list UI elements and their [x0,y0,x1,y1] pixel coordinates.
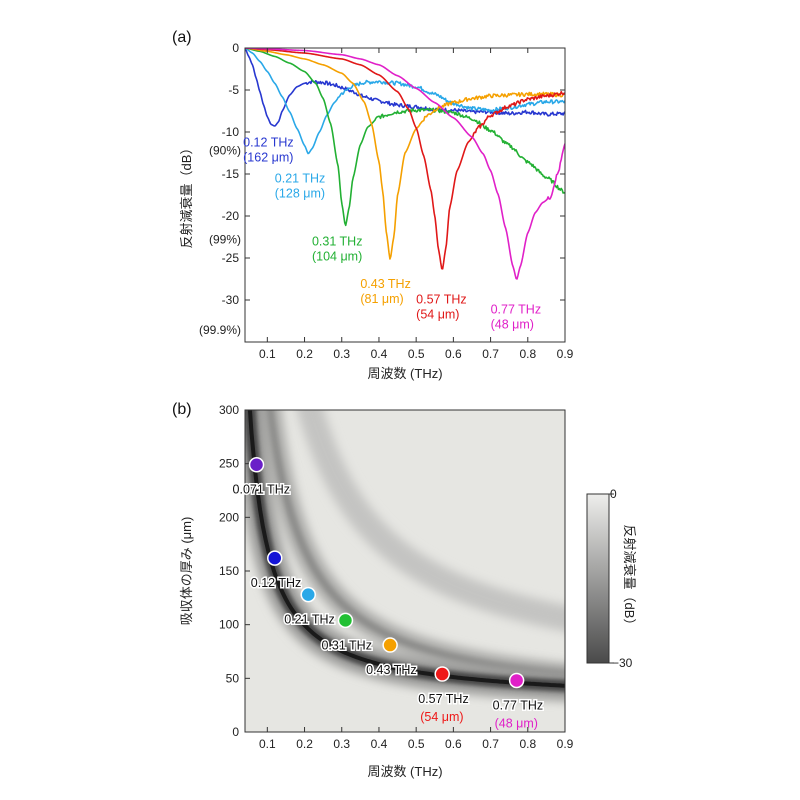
panel-b-y-tick-label: 200 [219,510,239,524]
colorbar-title: 反射減衰量（dB） [622,525,637,632]
panel-a-y-tick-label: -15 [222,167,240,181]
panel-a-label: (a) [172,29,192,46]
panel-a-x-tick-label: 0.1 [259,347,276,361]
resonance-marker [434,666,450,682]
panel-a-x-tick-label: 0.3 [333,347,350,361]
resonance-marker [248,456,265,473]
panel-a-y-tick-label: -5 [228,83,239,97]
panel-a-x-tick-label: 0.4 [371,347,388,361]
panel-b-x-tick-label: 0.5 [408,737,425,751]
annotation-frequency: 0.43 THz [360,277,411,291]
panel-b-x-tick-label: 0.7 [482,737,499,751]
marker-thickness-label: (48 μm) [495,716,538,730]
panel-b-axes: 0.1 0.2 0.3 0.4 0.5 0.6 0.7 0.8 0.9 0 50 100 150 200 2… [219,403,574,751]
panel-a-percent-label: (90%) [209,143,241,157]
absorption-curve [245,48,565,227]
annotation-frequency: 0.21 THz [275,171,326,185]
absorption-curve [245,48,565,260]
panel-a-line-chart: 0.1 0.2 0.3 0.4 0.5 0.6 0.7 0.8 0.9 0 -5 -10 -15 -20 -… [199,41,574,361]
panel-a-x-tick-label: 0.9 [557,347,574,361]
panel-a-y-tick-label: -30 [222,293,240,307]
absorption-curve [245,48,565,155]
panel-a-x-tick-label: 0.7 [482,347,499,361]
resonance-marker [267,550,283,566]
panel-b-y-tick-label: 150 [219,564,239,578]
panel-b-x-tick-label: 0.3 [333,737,350,751]
annotation-frequency: 0.57 THz [416,292,467,306]
colorbar: 0 −30 反射減衰量（dB） [586,487,637,670]
panel-b-y-tick-label: 0 [232,725,239,739]
panel-b-x-tick-label: 0.9 [557,737,574,751]
colorbar-max-label: 0 [610,487,617,501]
panel-a-x-tick-label: 0.2 [296,347,313,361]
marker-frequency-label: 0.77 THz [493,698,544,712]
panel-a-y-tick-label: -10 [222,125,240,139]
panel-b-y-axis-label: 吸収体の厚み (μm) [179,517,194,626]
marker-frequency-label: 0.21 THz [284,613,335,627]
absorption-curve [245,48,565,270]
panel-a-percent-label: (99.9%) [199,323,241,337]
marker-frequency-label: 0.57 THz [418,692,469,706]
panel-a-x-axis-label: 周波数 (THz) [367,366,442,381]
panel-b-x-tick-label: 0.8 [519,737,536,751]
panel-b-x-tick-label: 0.2 [296,737,313,751]
panel-b-y-tick-label: 250 [219,457,239,471]
panel-b-y-tick-label: 100 [219,618,239,632]
resonance-marker [337,612,354,629]
annotation-thickness: (48 μm) [491,317,534,331]
heatmap-band-third-order [296,410,565,632]
panel-b-x-axis-label: 周波数 (THz) [367,764,442,779]
panel-b-x-tick-label: 0.4 [371,737,388,751]
marker-frequency-label: 0.43 THz [366,663,417,677]
resonance-marker [508,672,525,689]
annotation-thickness: (54 μm) [416,307,459,321]
panel-a-x-tick-label: 0.5 [408,347,425,361]
panel-a-y-tick-label: -25 [222,251,240,265]
panel-a-series [245,48,565,280]
annotation-frequency: 0.77 THz [491,302,542,316]
panel-a-y-tick-label: 0 [232,41,239,55]
marker-frequency-label: 0.071 THz [233,483,290,497]
panel-b-x-tick-label: 0.1 [259,737,276,751]
colorbar-min-label: −30 [612,656,633,670]
panel-a-y-axis-label: 反射減衰量（dB） [179,142,194,249]
absorption-curve [245,48,565,127]
panel-b-x-tick-label: 0.6 [445,737,462,751]
annotation-frequency: 0.31 THz [312,234,363,248]
panel-a-axes: 0.1 0.2 0.3 0.4 0.5 0.6 0.7 0.8 0.9 0 -5 -10 -15 -20 -… [199,41,574,361]
panel-b-label: (b) [172,401,192,418]
panel-b-markers: 0.071 THz 0.12 THz 0.21 THz 0.31 THz 0.43 TH… [231,456,545,730]
marker-frequency-label: 0.31 THz [321,638,372,652]
annotation-thickness: (81 μm) [360,292,403,306]
colorbar-gradient [586,493,610,664]
annotation-thickness: (162 μm) [243,150,293,164]
panel-a-x-tick-label: 0.6 [445,347,462,361]
panel-a-y-tick-label: -20 [222,209,240,223]
panel-b-y-tick-label: 300 [219,403,239,417]
panel-a-frame [244,47,566,343]
panel-b-heatmap: 0.1 0.2 0.3 0.4 0.5 0.6 0.7 0.8 0.9 0 50 100 150 200 2… [219,403,574,751]
resonance-marker [300,586,317,603]
resonance-marker [382,637,398,653]
panel-b-y-tick-label: 50 [226,671,240,685]
annotation-frequency: 0.12 THz [243,135,293,149]
heatmap-band-primary-core [247,410,565,688]
marker-frequency-label: 0.12 THz [251,576,302,590]
absorption-curve [245,48,565,280]
panel-a-x-tick-label: 0.8 [519,347,536,361]
annotation-thickness: (104 μm) [312,249,362,263]
panel-a-percent-label: (99%) [209,233,241,247]
annotation-thickness: (128 μm) [275,186,325,200]
panel-a-annotations: 0.12 THz(162 μm) 0.21 THz(128 μm) 0.31 THz… [243,135,541,331]
marker-thickness-label: (54 μm) [420,710,463,724]
